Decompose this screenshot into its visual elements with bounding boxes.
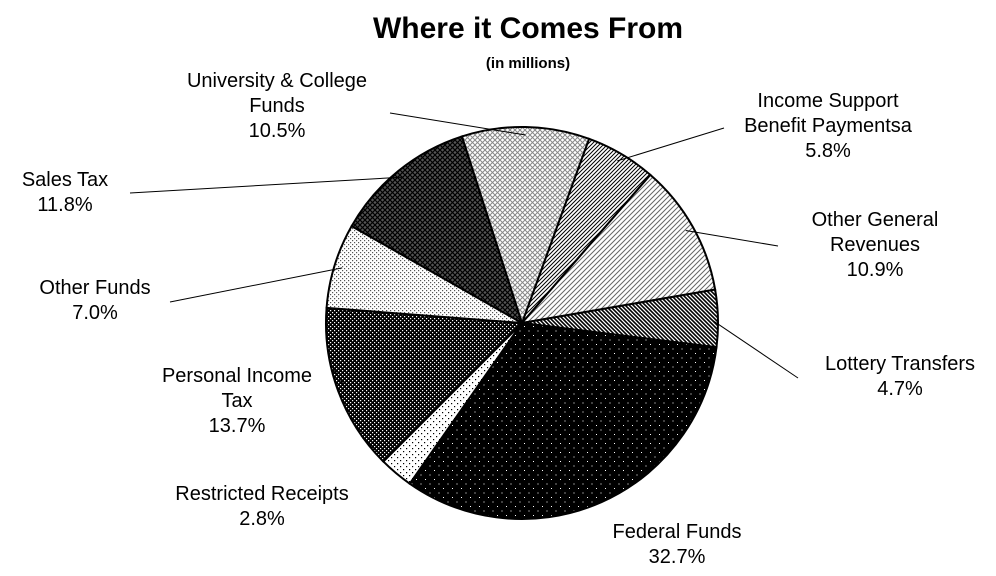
slice-label-restricted-receipts-line-1: Restricted Receipts: [175, 483, 348, 505]
slice-percent-other-general-revenues: 10.9%: [847, 259, 904, 281]
pie-slice-federal-funds: [408, 321, 718, 520]
slice-label-income-support-benefit-paymentsa-line-2: Benefit Paymentsa: [744, 115, 913, 137]
slice-label-sales-tax-line-1: Sales Tax: [22, 169, 108, 191]
slice-label-personal-income-tax-line-1: Personal Income: [162, 365, 312, 387]
slice-percent-federal-funds: 32.7%: [649, 546, 706, 568]
slice-label-other-general-revenues-line-1: Other General: [812, 209, 939, 231]
leader-line-other-general-revenues: [685, 230, 779, 247]
slice-percent-personal-income-tax: 13.7%: [209, 415, 266, 437]
pie-slice-other-general-revenues: [519, 173, 717, 325]
slice-percent-sales-tax: 11.8%: [37, 194, 92, 216]
pie-slice-university-and-college-funds: [460, 126, 591, 327]
slice-label-university-and-college-funds-line-2: Funds: [249, 95, 305, 117]
slice-percent-restricted-receipts: 2.8%: [239, 508, 285, 530]
slice-label-lottery-transfers-line-1: Lottery Transfers: [825, 353, 975, 375]
slice-label-university-and-college-funds-line-1: University & College: [187, 70, 367, 92]
pie-slice-sales-tax: [350, 135, 524, 326]
slice-label-personal-income-tax-line-2: Tax: [221, 390, 252, 412]
slice-label-federal-funds-line-1: Federal Funds: [613, 521, 742, 543]
slice-label-other-funds-line-1: Other Funds: [39, 277, 150, 299]
leader-lines: [129, 112, 799, 389]
chart-title: Where it Comes From: [373, 12, 683, 45]
leader-line-income-support-benefit-paymentsa: [617, 127, 725, 162]
slice-label-other-general-revenues-line-2: Revenues: [830, 234, 920, 256]
chart-subtitle: (in millions): [486, 55, 570, 72]
slice-percent-lottery-transfers: 4.7%: [877, 378, 923, 400]
leader-line-sales-tax: [129, 176, 404, 194]
slice-label-income-support-benefit-paymentsa-line-1: Income Support: [757, 90, 899, 112]
leader-line-lottery-transfers: [709, 318, 799, 379]
pie-slice-personal-income-tax: [325, 306, 525, 463]
leader-line-personal-income-tax: [331, 365, 347, 389]
leader-line-other-funds: [169, 267, 343, 303]
leader-line-university-and-college-funds: [389, 112, 526, 136]
slice-labels: Income Support Benefit Paymentsa 5.8% Other…: [22, 70, 975, 568]
slice-percent-income-support-benefit-paymentsa: 5.8%: [805, 140, 851, 162]
pie-slices: [325, 126, 719, 520]
slice-percent-university-and-college-funds: 10.5%: [249, 120, 306, 142]
slice-percent-other-funds: 7.0%: [72, 302, 118, 324]
